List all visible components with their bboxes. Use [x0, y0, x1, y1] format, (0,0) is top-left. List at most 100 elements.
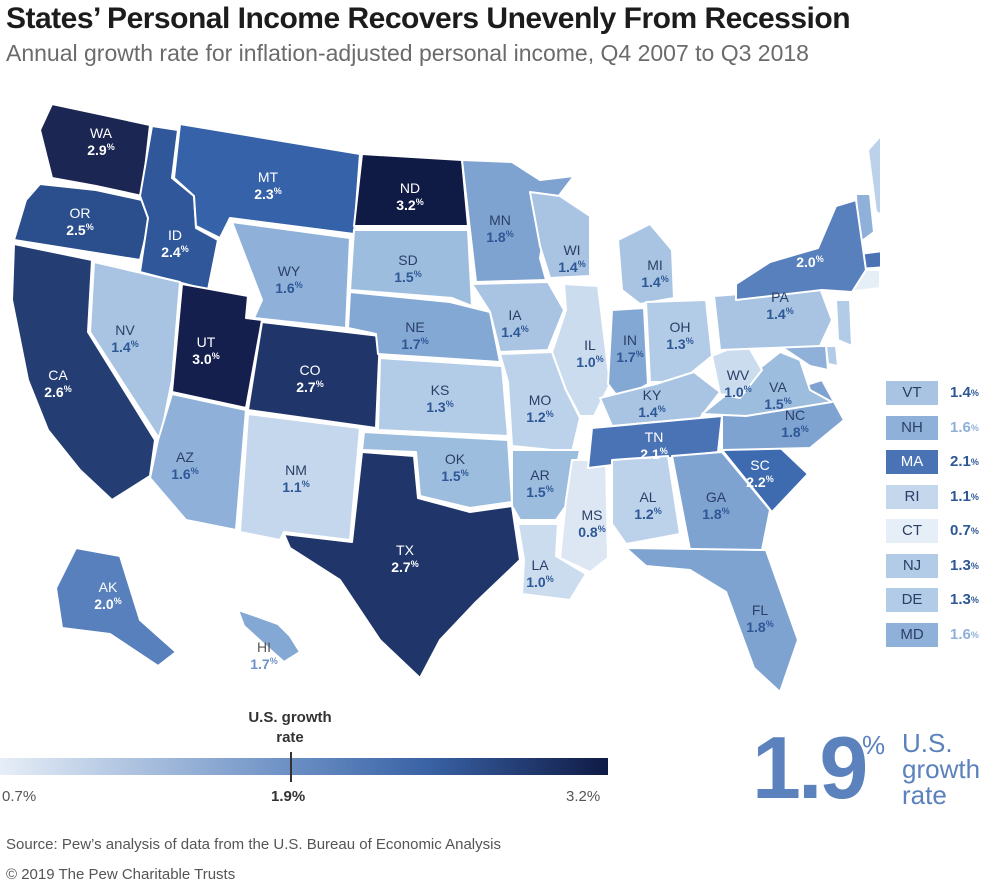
state-la: [517, 523, 587, 601]
state-va: [701, 351, 833, 417]
us-growth-label-line1: U.S.: [902, 728, 953, 758]
state-label-ca: CA: [48, 367, 68, 383]
us-growth-label-line3: rate: [902, 780, 947, 810]
state-hi: [237, 609, 301, 663]
state-label-co: CO: [300, 362, 321, 378]
states-layer: [11, 103, 880, 693]
state-mi: [617, 223, 675, 305]
state-tx: [283, 451, 521, 679]
small-state-value-ri: 1.1%: [950, 487, 979, 505]
state-wi: [529, 191, 591, 279]
state-label-id: ID: [168, 227, 182, 243]
state-label-wi: WI: [563, 242, 580, 258]
state-label-il: IL: [584, 337, 596, 353]
state-label-nv: NV: [115, 322, 135, 338]
state-label-oh: OH: [670, 319, 691, 335]
legend-title: U.S. growth rate: [225, 708, 355, 748]
state-id: [139, 125, 219, 291]
state-label-ak: AK: [99, 579, 118, 595]
state-oh: [645, 299, 713, 383]
state-il: [551, 283, 611, 417]
small-state-box-nj: NJ: [886, 553, 938, 578]
small-state-box-de: DE: [886, 588, 938, 612]
state-mt: [173, 123, 361, 239]
legend-min-label: 0.7%: [2, 788, 37, 805]
state-label-ny: NY: [800, 237, 820, 253]
us-growth-label: U.S. growth rate: [902, 730, 990, 808]
state-ne: [347, 291, 501, 363]
small-state-value-nj: 1.3%: [950, 556, 979, 574]
state-label-ne: NE: [405, 319, 424, 335]
small-state-value-ct: 0.7%: [950, 522, 979, 539]
state-label-pa: PA: [771, 289, 789, 305]
state-label-ut: UT: [197, 334, 216, 350]
state-label-nd: ND: [400, 180, 420, 196]
state-label-va: VA: [769, 379, 787, 395]
us-growth-percent-sign: %: [862, 730, 886, 760]
state-label-mt: MT: [258, 169, 279, 185]
state-label-tn: TN: [645, 429, 664, 445]
state-label-mi: MI: [647, 257, 663, 273]
state-label-wa: WA: [90, 125, 113, 141]
state-ia: [471, 281, 565, 353]
state-label-wy: WY: [278, 263, 301, 279]
state-label-tx: TX: [396, 542, 415, 558]
copyright-note: © 2019 The Pew Charitable Trusts: [6, 866, 236, 883]
state-label-ia: IA: [508, 307, 522, 323]
state-label-nm: NM: [285, 462, 307, 478]
state-ks: [377, 357, 509, 437]
state-label-ga: GA: [706, 489, 727, 505]
state-label-mo: MO: [529, 392, 552, 408]
small-state-value-de: 1.3%: [950, 591, 979, 608]
state-label-or: OR: [70, 205, 91, 221]
state-ok: [361, 431, 513, 509]
small-state-box-ma: MA: [886, 450, 938, 474]
state-label-hi: HI: [257, 639, 271, 655]
small-state-box-ct: CT: [886, 519, 938, 543]
state-label-al: AL: [639, 489, 656, 505]
small-state-box-md: MD: [886, 622, 938, 647]
state-nd: [353, 153, 469, 227]
small-state-value-md: 1.6%: [950, 625, 979, 643]
small-state-box-nh: NH: [886, 415, 938, 440]
state-label-ok: OK: [445, 451, 466, 467]
state-ut: [171, 283, 263, 409]
state-label-la: LA: [531, 557, 549, 573]
small-state-box-ri: RI: [886, 484, 938, 509]
state-label-mn: MN: [489, 212, 511, 228]
state-label-ms: MS: [582, 507, 603, 523]
state-fl: [625, 547, 799, 693]
state-label-sd: SD: [398, 252, 417, 268]
us-growth-value: 1.9: [752, 718, 868, 817]
source-note: Source: Pew’s analysis of data from the …: [6, 836, 501, 853]
state-al: [611, 455, 681, 545]
small-state-value-vt: 1.4%: [950, 384, 979, 401]
chart-title: States’ Personal Income Recovers Unevenl…: [6, 2, 851, 35]
state-wy: [231, 221, 351, 329]
state-value-hi: 1.7%: [250, 656, 277, 672]
legend-us-marker: [290, 752, 292, 782]
state-ca: [11, 243, 156, 501]
chart-subtitle: Annual growth rate for inflation-adjuste…: [6, 40, 809, 66]
state-ak: [55, 547, 177, 667]
small-state-box-vt: VT: [886, 381, 938, 405]
state-sd: [349, 229, 473, 307]
state-co: [247, 321, 381, 429]
small-state-value-ma: 2.1%: [950, 453, 979, 470]
legend-mid-label: 1.9%: [271, 788, 306, 805]
state-label-wv: WV: [727, 367, 750, 383]
state-label-ar: AR: [530, 467, 549, 483]
state-label-az: AZ: [176, 449, 194, 465]
us-growth-label-line2: growth: [902, 754, 981, 784]
state-wa: [39, 103, 151, 197]
state-label-sc: SC: [750, 457, 769, 473]
state-ar: [511, 449, 581, 521]
small-state-value-nh: 1.6%: [950, 418, 979, 436]
us-map: WA2.9%OR2.5%CA2.6%ID2.4%NV1.4% UT3.0%AZ1.…: [11, 103, 880, 693]
legend-max-label: 3.2%: [566, 788, 601, 805]
legend-color-scale: [0, 758, 608, 775]
state-me: [867, 135, 880, 216]
state-label-ks: KS: [431, 382, 450, 398]
state-nj: [835, 299, 853, 347]
state-ny: [735, 199, 867, 301]
